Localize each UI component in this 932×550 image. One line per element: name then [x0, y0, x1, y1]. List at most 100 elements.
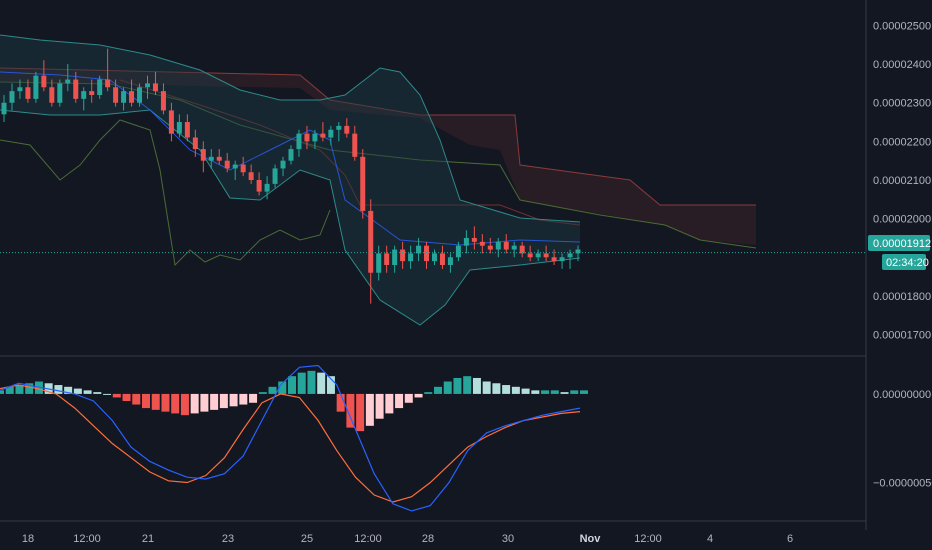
candle-body [416, 245, 422, 254]
macd-histogram-bar [258, 392, 267, 394]
candle-body [216, 156, 222, 161]
macd-histogram-bar [122, 393, 131, 401]
candle-body [121, 91, 127, 103]
candle-body [360, 156, 366, 211]
candle-body [471, 237, 477, 242]
macd-histogram-bar [219, 393, 228, 409]
candle-body [288, 149, 294, 161]
candle-body [25, 87, 31, 99]
bb-upper [0, 34, 581, 223]
macd-histogram-bar [375, 393, 384, 419]
macd-histogram-bar [511, 386, 520, 394]
candle-body [168, 110, 174, 134]
candle-body [384, 253, 390, 265]
candle-body [17, 87, 23, 92]
candle-body [527, 253, 533, 258]
macd-histogram-bar [492, 383, 501, 394]
time-tick-label: 6 [787, 533, 793, 545]
candle-body [320, 133, 326, 138]
candle-body [296, 133, 302, 150]
candle-body [376, 253, 382, 273]
current-price-tag: 0.00001912 02:34:20 [868, 235, 931, 270]
macd-histogram-bar [171, 393, 180, 414]
bb-lower [0, 109, 581, 326]
candle-body [400, 249, 406, 262]
macd-histogram-bar [15, 385, 24, 394]
current-price-label: 0.00001912 [873, 238, 931, 250]
candle-body [272, 168, 278, 184]
candle-body [336, 125, 342, 130]
macd-histogram-bar [64, 386, 73, 394]
cloud-fill [0, 68, 756, 245]
candle-body [81, 91, 87, 99]
candle-body [152, 83, 158, 92]
macd-histogram-bar [93, 392, 102, 394]
candle-body [137, 87, 143, 103]
macd-histogram-bar [336, 393, 345, 412]
price-tick-label: 0.00002100 [873, 175, 931, 187]
candle-body [543, 253, 549, 258]
candle-body [192, 137, 198, 150]
price-axis[interactable]: 0.00002500 0.00002400 0.00002300 0.00002200… [873, 20, 931, 341]
macd-main-line [0, 364, 581, 512]
candle-body [264, 183, 270, 192]
macd-tick-label: −0.00000050 [873, 478, 932, 490]
candle-body [535, 253, 541, 258]
candle-body [328, 129, 334, 138]
time-axis[interactable]: 18 12:00 21 23 25 12:00 28 30 Nov 12:00 4 6 [22, 533, 793, 545]
candle-body [408, 253, 414, 262]
candle-body [57, 83, 63, 103]
current-price-tag-bg [868, 235, 930, 251]
time-tick-label: Nov [580, 533, 602, 545]
time-tick-label: 12:00 [634, 533, 662, 545]
macd-histogram-bar [453, 377, 462, 394]
candle-body [352, 133, 358, 157]
macd-histogram-bar [132, 393, 141, 405]
price-tick-label: 0.00002300 [873, 98, 931, 110]
macd-histogram-bar [443, 381, 452, 394]
macd-histogram-bar [288, 376, 296, 394]
time-tick-label: 25 [301, 533, 313, 545]
macd-axis[interactable]: 0.00000000 −0.00000050 [873, 389, 932, 490]
candle-body [176, 122, 182, 134]
macd-histogram-bar [103, 393, 112, 395]
candle-body [9, 91, 15, 103]
macd-histogram-bar [151, 393, 160, 410]
macd-histogram-bar [580, 390, 588, 394]
candle-body [105, 79, 111, 88]
candle-body [129, 91, 135, 103]
macd-histogram-bar [346, 393, 355, 428]
candle-body [256, 180, 262, 192]
candlestick-series[interactable] [1, 48, 581, 304]
macd-histogram-bar [521, 388, 530, 394]
macd-histogram-bar [54, 385, 63, 394]
candle-body [479, 241, 485, 246]
macd-signal-line [0, 384, 581, 503]
macd-histogram-bar [142, 393, 150, 409]
macd-histogram-bar [434, 386, 442, 394]
candle-body [392, 249, 398, 265]
candle-body [455, 245, 461, 258]
price-tick-label: 0.00002200 [873, 136, 931, 148]
macd-histogram-bar [404, 393, 413, 403]
macd-histogram-bar [161, 393, 170, 412]
macd-histogram-bar [73, 388, 82, 394]
candle-body [41, 75, 47, 88]
candle-body [344, 125, 350, 134]
macd-histogram-bar [5, 386, 14, 394]
ichimoku-cloud [0, 67, 757, 267]
candle-body [312, 133, 318, 142]
macd-histogram-bar [550, 390, 559, 394]
macd-histogram-bar [560, 392, 569, 394]
time-tick-label: 23 [222, 533, 234, 545]
candle-body [447, 257, 453, 265]
macd-histogram-bar [83, 390, 92, 394]
time-tick-label: 28 [422, 533, 434, 545]
candle-body [33, 75, 39, 99]
macd-histogram-bar [326, 376, 335, 394]
macd-histogram-bar [0, 390, 4, 394]
candle-body [1, 102, 7, 115]
candle-body [224, 160, 230, 169]
candle-body [97, 79, 103, 95]
base-line [119, 79, 581, 226]
